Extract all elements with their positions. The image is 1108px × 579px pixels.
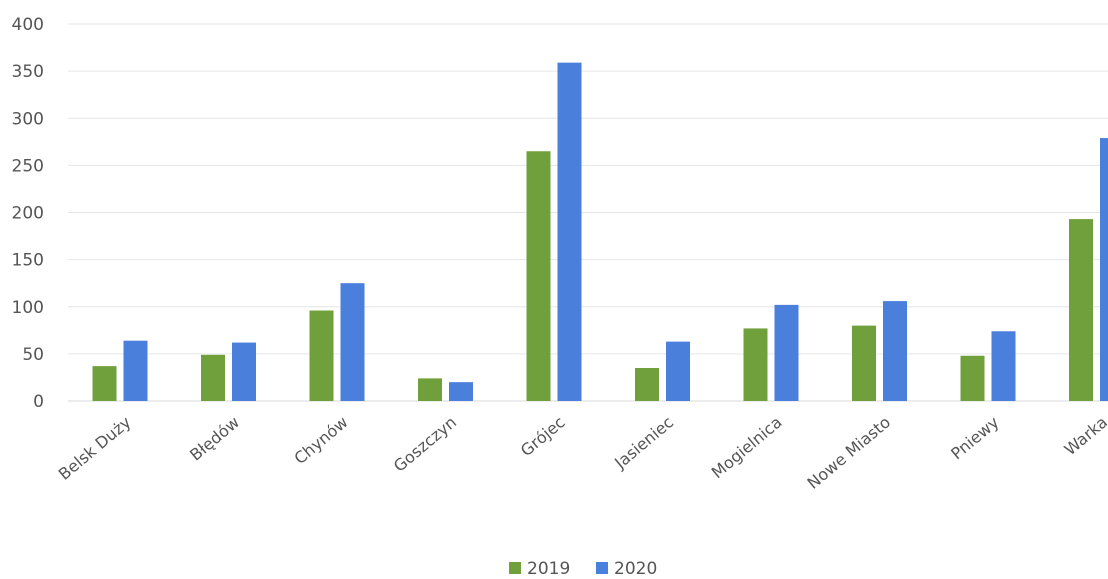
x-tick-label: Goszczyn (390, 413, 460, 476)
bar-2019-9 (1069, 219, 1093, 401)
legend-swatch-2020 (596, 562, 608, 574)
x-tick-label: Mogielnica (708, 413, 786, 483)
bar-2019-8 (960, 355, 985, 401)
bars (92, 62, 1108, 402)
bar-2020-5 (666, 341, 690, 401)
y-tick-label: 100 (12, 298, 44, 318)
bar-2020-2 (340, 283, 365, 401)
y-tick-label: 0 (33, 392, 44, 412)
bar-2019-6 (743, 328, 768, 401)
bar-2020-6 (774, 304, 799, 401)
y-tick-label: 250 (12, 156, 44, 176)
bar-2019-2 (309, 310, 334, 401)
y-tick-label: 50 (22, 345, 44, 365)
x-tick-label: Błędów (186, 413, 243, 465)
y-tick-label: 200 (12, 204, 44, 224)
y-tick-label: 400 (12, 15, 44, 35)
y-tick-label: 300 (12, 109, 44, 129)
x-axis: Belsk Duży Błędów Chynów Goszczyn Grójec Jasi… (55, 413, 1108, 493)
bar-2020-1 (232, 342, 256, 401)
bar-2020-0 (123, 340, 148, 401)
bar-2019-0 (92, 366, 117, 401)
y-tick-label: 150 (12, 251, 44, 271)
bar-2019-3 (418, 378, 442, 401)
bar-2019-5 (635, 368, 659, 401)
y-axis: 0 50 100 150 200 250 300 350 400 (12, 15, 44, 412)
bar-2019-4 (526, 151, 551, 401)
x-tick-label: Grójec (517, 413, 569, 461)
legend-swatch-2019 (509, 562, 521, 574)
gridlines (68, 23, 1108, 402)
bar-2020-8 (991, 331, 1016, 401)
bar-2019-1 (201, 354, 225, 401)
x-tick-label: Chynów (290, 413, 351, 469)
x-tick-label: Pniewy (947, 413, 1002, 464)
x-tick-label: Warka (1061, 413, 1108, 460)
y-tick-label: 350 (12, 62, 44, 82)
x-tick-label: Belsk Duży (55, 413, 135, 484)
bar-2019-7 (852, 325, 876, 401)
x-tick-label: Jasieniec (610, 413, 677, 473)
legend-label-2020: 2020 (614, 559, 657, 579)
legend-label-2019: 2019 (527, 559, 570, 579)
bar-2020-4 (557, 62, 582, 401)
bar-2020-9 (1100, 138, 1108, 402)
x-tick-label: Nowe Miasto (804, 413, 895, 493)
bar-2020-7 (883, 301, 907, 401)
bar-2020-3 (449, 382, 473, 401)
legend: 2019 2020 (509, 559, 657, 579)
